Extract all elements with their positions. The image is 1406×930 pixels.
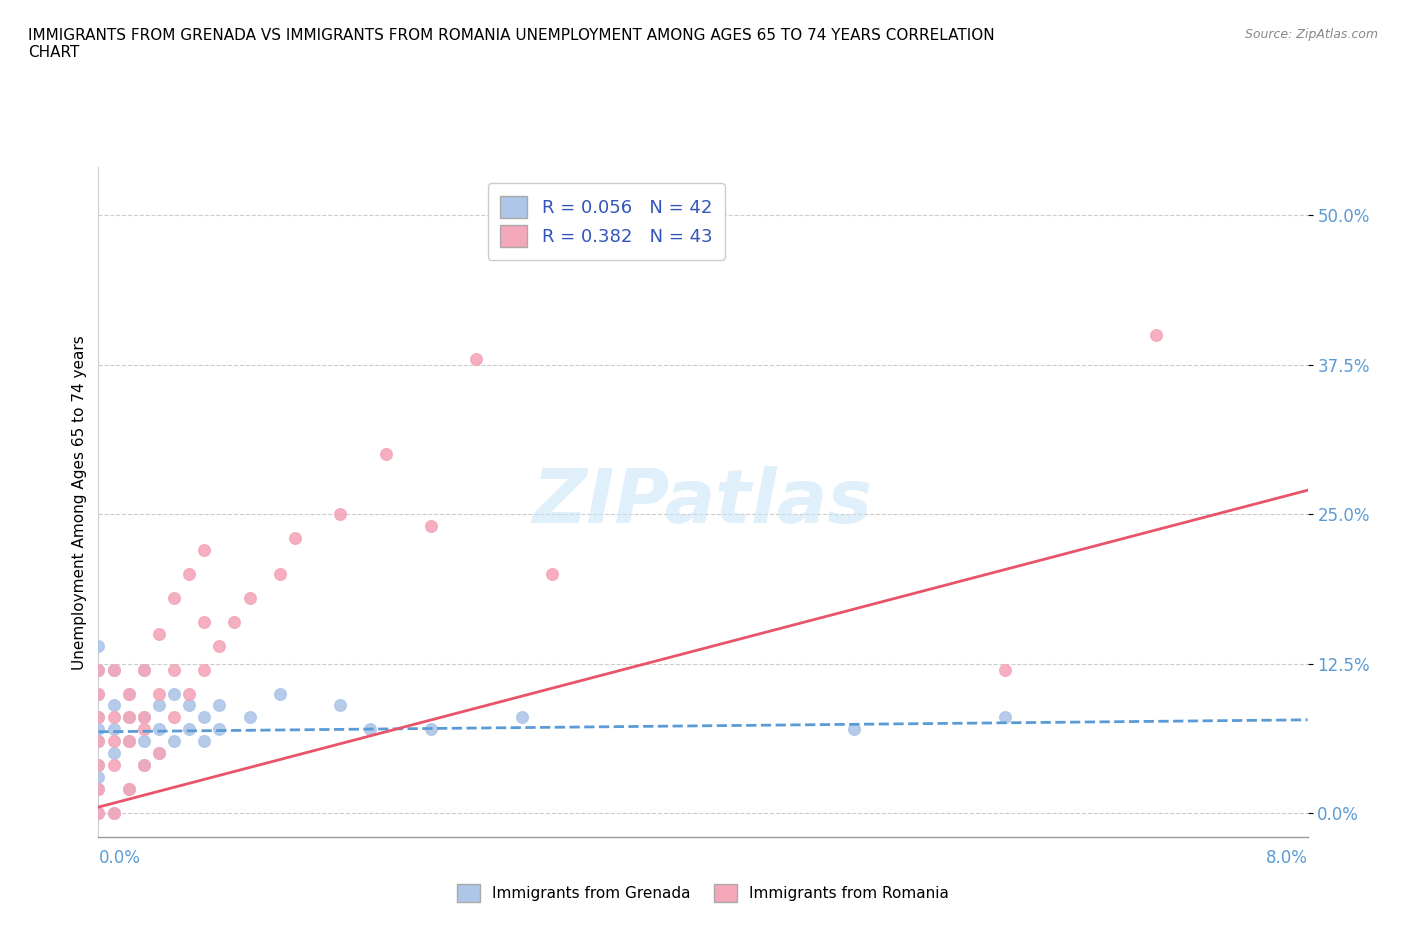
Point: [179, 722, 201, 737]
Point: [329, 698, 352, 713]
Point: [87, 734, 110, 749]
Point: [132, 710, 155, 724]
Point: [103, 698, 125, 713]
Point: [465, 352, 488, 366]
Point: [132, 758, 155, 773]
Point: [163, 662, 186, 677]
Point: [118, 734, 141, 749]
Point: [193, 662, 215, 677]
Point: [103, 758, 125, 773]
Point: [87, 662, 110, 677]
Text: Source: ZipAtlas.com: Source: ZipAtlas.com: [1244, 28, 1378, 41]
Point: [540, 566, 562, 581]
Point: [87, 686, 110, 701]
Point: [208, 638, 231, 653]
Point: [208, 722, 231, 737]
Point: [148, 746, 170, 761]
Point: [329, 507, 352, 522]
Point: [359, 722, 381, 737]
Point: [193, 615, 215, 630]
Legend: R = 0.056   N = 42, R = 0.382   N = 43: R = 0.056 N = 42, R = 0.382 N = 43: [488, 183, 725, 259]
Point: [132, 722, 155, 737]
Point: [208, 698, 231, 713]
Point: [1144, 327, 1167, 342]
Point: [118, 710, 141, 724]
Point: [193, 710, 215, 724]
Point: [87, 805, 110, 820]
Point: [103, 805, 125, 820]
Point: [103, 734, 125, 749]
Point: [118, 782, 141, 797]
Point: [87, 722, 110, 737]
Point: [148, 626, 170, 641]
Legend: Immigrants from Grenada, Immigrants from Romania: Immigrants from Grenada, Immigrants from…: [451, 878, 955, 909]
Point: [132, 734, 155, 749]
Point: [87, 782, 110, 797]
Point: [269, 566, 291, 581]
Point: [224, 615, 246, 630]
Point: [163, 591, 186, 605]
Point: [118, 686, 141, 701]
Point: [269, 686, 291, 701]
Point: [179, 566, 201, 581]
Point: [118, 710, 141, 724]
Point: [87, 710, 110, 724]
Point: [103, 805, 125, 820]
Point: [103, 722, 125, 737]
Point: [148, 686, 170, 701]
Point: [994, 662, 1017, 677]
Point: [103, 662, 125, 677]
Point: [87, 805, 110, 820]
Point: [510, 710, 533, 724]
Point: [844, 722, 866, 737]
Point: [179, 686, 201, 701]
Text: 8.0%: 8.0%: [1265, 849, 1308, 867]
Point: [419, 519, 441, 534]
Point: [103, 746, 125, 761]
Point: [163, 734, 186, 749]
Point: [87, 662, 110, 677]
Point: [87, 782, 110, 797]
Point: [179, 698, 201, 713]
Point: [148, 722, 170, 737]
Y-axis label: Unemployment Among Ages 65 to 74 years: Unemployment Among Ages 65 to 74 years: [72, 335, 87, 670]
Point: [87, 686, 110, 701]
Point: [284, 531, 307, 546]
Point: [118, 686, 141, 701]
Point: [87, 770, 110, 785]
Point: [163, 686, 186, 701]
Point: [419, 722, 441, 737]
Point: [87, 710, 110, 724]
Point: [132, 758, 155, 773]
Point: [374, 447, 396, 462]
Text: 0.0%: 0.0%: [98, 849, 141, 867]
Point: [132, 662, 155, 677]
Point: [87, 758, 110, 773]
Point: [193, 734, 215, 749]
Point: [103, 710, 125, 724]
Point: [193, 542, 215, 557]
Point: [132, 710, 155, 724]
Point: [132, 662, 155, 677]
Point: [103, 662, 125, 677]
Text: IMMIGRANTS FROM GRENADA VS IMMIGRANTS FROM ROMANIA UNEMPLOYMENT AMONG AGES 65 TO: IMMIGRANTS FROM GRENADA VS IMMIGRANTS FR…: [28, 28, 995, 60]
Point: [239, 591, 262, 605]
Point: [87, 734, 110, 749]
Point: [994, 710, 1017, 724]
Point: [148, 746, 170, 761]
Point: [118, 734, 141, 749]
Point: [163, 710, 186, 724]
Point: [118, 782, 141, 797]
Text: ZIPatlas: ZIPatlas: [533, 466, 873, 538]
Point: [148, 698, 170, 713]
Point: [87, 758, 110, 773]
Point: [239, 710, 262, 724]
Point: [87, 638, 110, 653]
